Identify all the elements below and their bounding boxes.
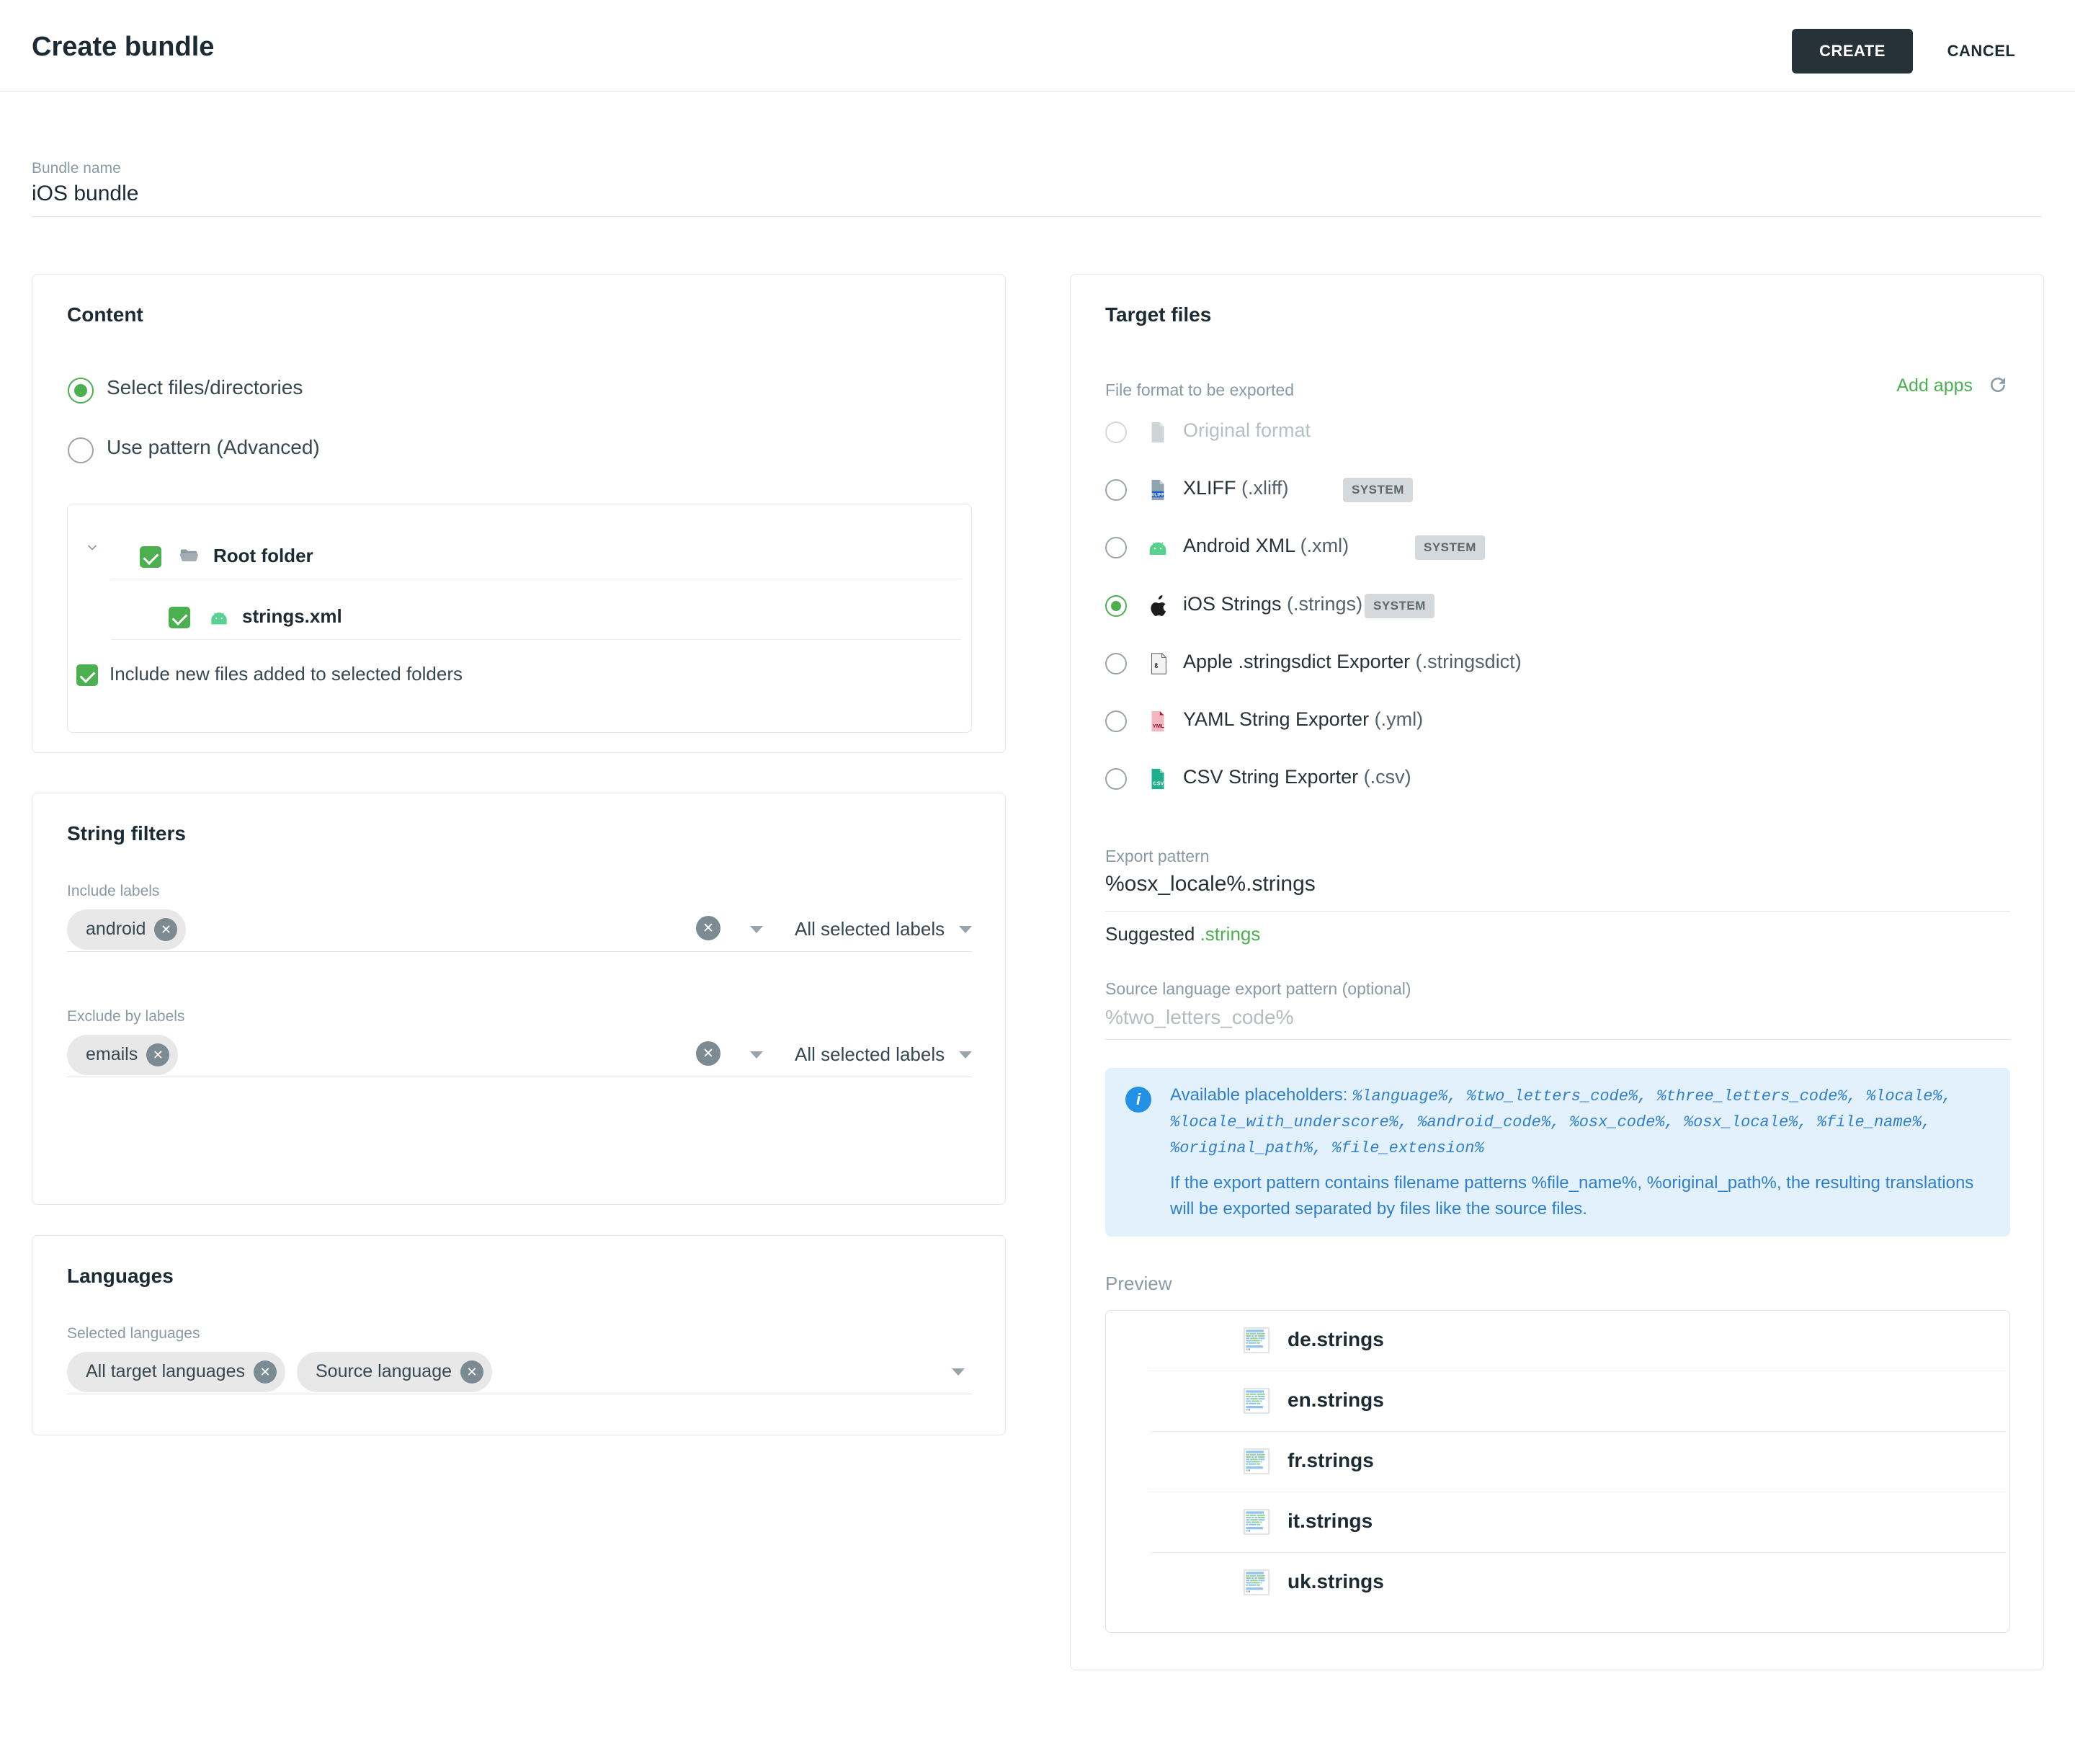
svg-text:CSV: CSV — [1153, 780, 1164, 787]
svg-text:XLIFF: XLIFF — [1151, 493, 1164, 498]
svg-text:YML: YML — [1153, 723, 1164, 729]
